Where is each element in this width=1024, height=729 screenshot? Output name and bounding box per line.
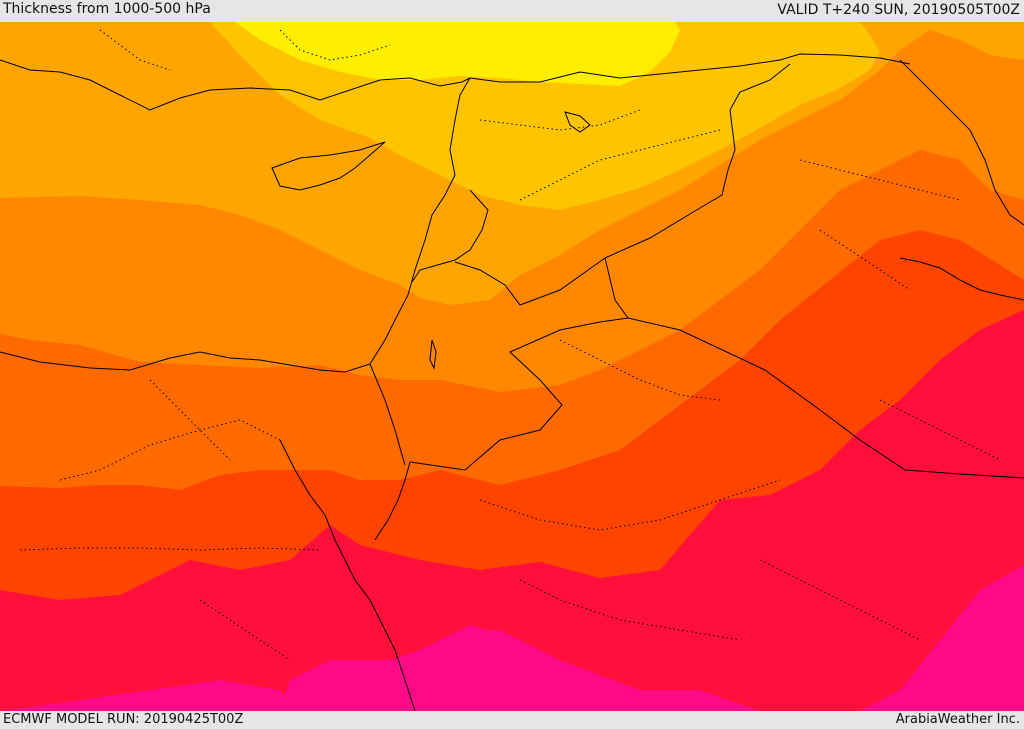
lake-assad [564,111,591,133]
map-title: Thickness from 1000-500 hPa [3,1,211,17]
country-borders [369,53,1024,479]
persian-gulf-coast [899,257,1024,301]
dead-sea [429,339,437,370]
region-boundary [99,29,171,71]
coast-red-sea [369,599,416,711]
region-boundary [519,579,741,641]
band-pink-east [905,572,1024,711]
border-syria-turkey [469,53,911,83]
region-boundary [199,599,291,661]
thickness-map [0,22,1024,711]
border-syria-jordan [454,257,606,306]
region-boundary [479,479,781,531]
valid-time: VALID T+240 SUN, 20190505T00Z [777,2,1020,18]
coast-iran [899,59,1024,226]
coastlines [0,59,1024,711]
border-jordan-saudi [409,257,629,471]
header-bar: Thickness from 1000-500 hPa VALID T+240 … [0,0,1024,22]
border-lebanon-syria [411,189,489,283]
model-run: ECMWF MODEL RUN: 20190425T00Z [3,712,244,727]
region-boundary [279,29,391,61]
region-boundary [19,547,321,551]
region-boundary [819,229,911,291]
coast-turkey-south [0,59,471,111]
region-boundary [759,559,921,641]
region-boundary [519,129,721,201]
cyprus-island [271,141,386,191]
footer-bar: ECMWF MODEL RUN: 20190425T00Z ArabiaWeat… [0,711,1024,729]
band-pink-southwest [280,630,580,711]
region-boundary [59,419,281,481]
coast-levant [369,77,471,365]
credit-text: ArabiaWeather Inc. [895,712,1020,727]
internal-boundaries [19,29,1001,661]
coast-egypt-north [0,351,371,373]
region-boundary [799,159,961,201]
border-egypt-israel [369,363,406,466]
coast-gulf-aqaba [374,461,411,541]
region-boundary [479,109,641,131]
thickness-bands [0,22,1024,711]
band-yellow [235,22,680,86]
region-boundary [149,379,231,461]
coast-gulf-suez [279,439,371,601]
border-syria-iraq [604,63,791,259]
border-iraq-saudi [627,317,1024,479]
